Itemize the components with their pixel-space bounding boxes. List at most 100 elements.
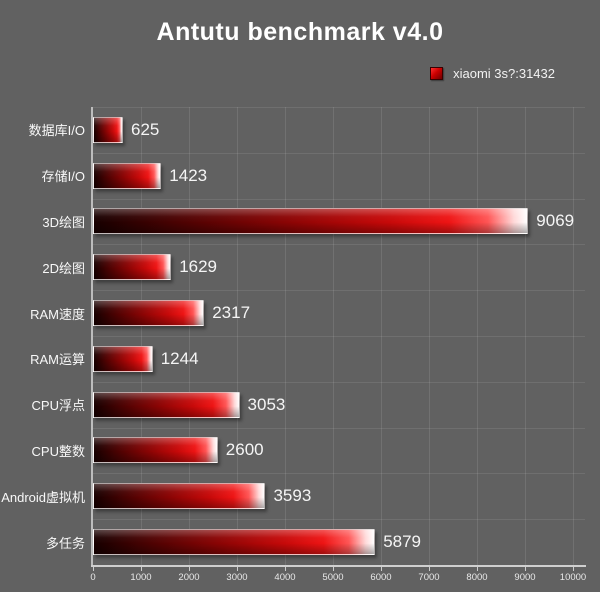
value-bar: [93, 483, 266, 510]
bar-track: 2317: [93, 300, 573, 327]
value-label: 2317: [212, 303, 251, 323]
legend: xiaomi 3s?:31432: [430, 66, 555, 81]
x-tick-mark: [477, 567, 478, 571]
y-axis-line: [91, 107, 93, 567]
x-tick-mark: [93, 567, 94, 571]
chart-row: 2D绘图 1629: [0, 244, 585, 290]
gridline-horizontal: [93, 152, 585, 154]
chart-row: RAM速度 2317: [0, 290, 585, 336]
category-label: CPU浮点: [31, 398, 85, 414]
chart-title: Antutu benchmark v4.0: [156, 18, 444, 46]
bar-track: 1244: [93, 345, 573, 372]
value-label: 5879: [383, 532, 422, 552]
x-tick-label: 6000: [370, 572, 392, 583]
grid-layer: [93, 107, 585, 566]
gridline-horizontal: [93, 244, 585, 246]
gridline-vertical: [189, 107, 190, 565]
value-label: 625: [131, 119, 160, 139]
x-tick-label: 9000: [514, 572, 536, 583]
bar-track: 3053: [93, 391, 573, 418]
bar-track: 1423: [93, 162, 573, 189]
x-axis-line: [91, 565, 586, 567]
category-label: Android虚拟机: [1, 489, 85, 505]
gridline-vertical: [381, 107, 382, 565]
value-bar: [93, 162, 162, 189]
bar-track: 1629: [93, 254, 573, 281]
value-bar: [93, 208, 529, 235]
chart-row: 多任务 5879: [0, 519, 585, 565]
value-bar: [93, 254, 172, 281]
value-bar: [93, 300, 205, 327]
chart-row: CPU浮点 3053: [0, 382, 585, 428]
bar-track: 9069: [93, 208, 575, 235]
value-label: 9069: [536, 211, 575, 231]
x-tick-label: 8000: [466, 572, 488, 583]
category-label: RAM速度: [30, 306, 85, 322]
value-bar: [93, 437, 218, 464]
gridline-horizontal: [93, 427, 585, 429]
bar-track: 5879: [93, 529, 573, 556]
x-tick-mark: [573, 567, 574, 571]
value-label: 3053: [247, 394, 286, 414]
category-label: 存储I/O: [41, 169, 85, 185]
x-tick-label: 7000: [418, 572, 440, 583]
bar-track: 3593: [93, 483, 573, 510]
gridline-horizontal: [93, 198, 585, 200]
bar-track: 625: [93, 116, 573, 143]
category-label: 3D绘图: [42, 214, 85, 230]
gridline-vertical: [573, 107, 574, 565]
x-tick-label: 1000: [130, 572, 152, 583]
x-tick-mark: [381, 567, 382, 571]
value-label: 1423: [169, 165, 208, 185]
value-bar: [93, 529, 376, 556]
plot-area: 数据库I/O 625 存储I/O 1423 3D绘图 9069 2D绘图 1629 RAM速度 2…: [1, 107, 586, 583]
legend-swatch-icon: [430, 67, 444, 80]
chart-row: 存储I/O 1423: [0, 153, 585, 199]
gridline-vertical: [285, 107, 286, 565]
bar-track: 2600: [93, 437, 573, 464]
category-label: RAM运算: [30, 352, 85, 368]
x-tick-mark: [285, 567, 286, 571]
x-tick-mark: [333, 567, 334, 571]
chart-row: 数据库I/O 625: [0, 107, 585, 153]
x-tick-mark: [237, 567, 238, 571]
value-label: 1629: [179, 257, 218, 277]
gridline-horizontal: [93, 381, 585, 383]
chart-row: CPU整数 2600: [0, 428, 585, 474]
legend-label: xiaomi 3s?:31432: [453, 66, 555, 81]
x-tick-mark: [429, 567, 430, 571]
chart-row: Android虚拟机 3593: [0, 473, 585, 519]
x-tick-mark: [141, 567, 142, 571]
category-label: CPU整数: [31, 443, 85, 459]
x-tick-labels: 0 1000 2000 3000 4000 5000 6000 7000 8000 9000 100…: [90, 565, 586, 591]
value-bar: [93, 116, 123, 143]
category-label: 多任务: [45, 535, 85, 551]
x-tick-label: 10000: [559, 572, 587, 583]
gridline-vertical: [525, 107, 526, 565]
category-label: 2D绘图: [42, 260, 85, 276]
value-label: 3593: [273, 486, 312, 506]
gridline-horizontal: [93, 473, 585, 475]
x-tick-label: 5000: [322, 572, 344, 583]
gridline-horizontal: [93, 290, 585, 292]
x-tick-label: 4000: [274, 572, 296, 583]
gridline-horizontal: [93, 336, 585, 337]
value-label: 2600: [225, 440, 264, 460]
gridline-vertical: [477, 107, 478, 565]
gridline-vertical: [141, 107, 142, 565]
x-tick-mark: [189, 567, 190, 571]
gridline-horizontal: [93, 519, 585, 521]
x-tick-label: 2000: [178, 572, 200, 583]
gridline-vertical: [333, 107, 334, 565]
gridline-horizontal: [93, 107, 585, 108]
category-label: 数据库I/O: [28, 123, 85, 139]
value-bar: [93, 391, 240, 418]
x-tick-label: 3000: [226, 572, 248, 583]
chart-row: 3D绘图 9069: [0, 199, 585, 245]
gridline-vertical: [237, 107, 238, 565]
value-label: 1244: [160, 348, 199, 368]
value-bar: [93, 345, 153, 372]
x-tick-label: 0: [90, 572, 96, 583]
x-tick-mark: [525, 567, 526, 571]
